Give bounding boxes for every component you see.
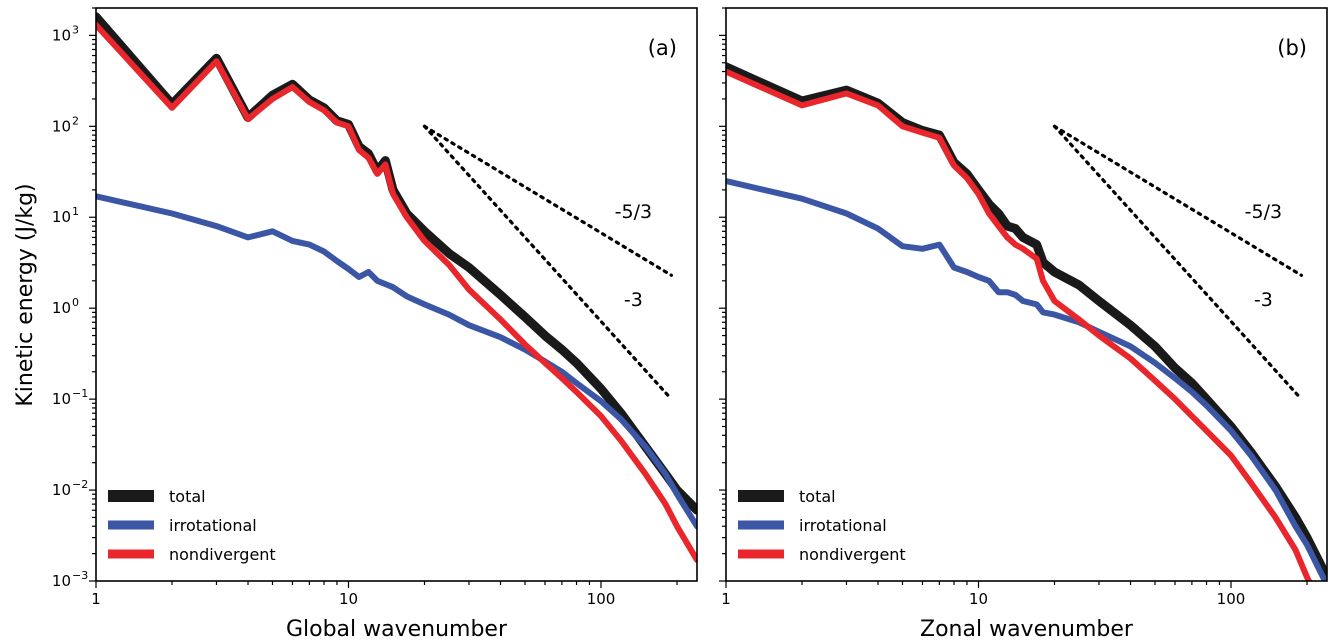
reference-slope-line — [422, 124, 673, 401]
x-axis-title: Zonal wavenumber — [920, 617, 1134, 642]
reference-slope-line — [422, 124, 673, 277]
slope-label: -3 — [1254, 289, 1273, 311]
slope-label: -5/3 — [615, 201, 652, 223]
y-tick-label: 10 — [52, 390, 71, 408]
slope-label: -3 — [624, 289, 643, 311]
reference-slope-line — [1052, 124, 1303, 401]
y-tick-label: 10 — [52, 208, 71, 226]
y-tick-exponent: −2 — [72, 478, 88, 491]
y-tick-label: 10 — [52, 299, 71, 317]
y-tick-label: 10 — [52, 26, 71, 44]
reference-slope-line — [1052, 124, 1303, 277]
y-tick-exponent: 3 — [72, 23, 79, 36]
x-tick-label: 100 — [587, 590, 616, 608]
y-tick-label: 10 — [52, 572, 71, 590]
y-tick-label: 10 — [52, 481, 71, 499]
series-line-irrotational — [726, 178, 1327, 581]
legend-label-nondivergent: nondivergent — [799, 545, 906, 564]
series-line-nondivergent — [96, 22, 697, 563]
x-tick-label: 1 — [91, 590, 101, 608]
panel-label: (a) — [648, 36, 677, 60]
plot-frame — [725, 7, 1328, 582]
y-tick-exponent: 0 — [72, 296, 79, 309]
y-axis-title: Kinetic energy (J/kg) — [13, 183, 38, 406]
legend-label-irrotational: irrotational — [169, 516, 257, 535]
y-tick-exponent: 2 — [72, 114, 79, 127]
panel-b: -5/3 -3 1 10 100 Zonal wavenumber (b) total irro… — [719, 7, 1328, 642]
y-tick-exponent: −1 — [72, 387, 88, 400]
legend-label-irrotational: irrotational — [799, 516, 887, 535]
y-tick-label: 10 — [52, 117, 71, 135]
series-line-nondivergent — [726, 68, 1313, 581]
x-tick-label: 10 — [969, 590, 988, 608]
plot-frame — [95, 7, 698, 582]
series-group — [726, 62, 1327, 581]
x-tick-label: 1 — [721, 590, 731, 608]
x-tick-label: 100 — [1217, 590, 1246, 608]
slope-label: -5/3 — [1245, 201, 1282, 223]
legend: total irrotational nondivergent — [108, 487, 276, 564]
series-line-irrotational — [96, 193, 697, 530]
x-tick-label: 10 — [339, 590, 358, 608]
legend-label-nondivergent: nondivergent — [169, 545, 276, 564]
legend-label-total: total — [169, 487, 206, 506]
y-tick-exponent: −3 — [72, 569, 88, 582]
legend: total irrotational nondivergent — [738, 487, 906, 564]
panel-label: (b) — [1277, 36, 1307, 60]
legend-label-total: total — [799, 487, 836, 506]
x-axis-title: Global wavenumber — [286, 617, 508, 642]
series-group — [96, 12, 697, 563]
y-tick-exponent: 1 — [72, 205, 79, 218]
